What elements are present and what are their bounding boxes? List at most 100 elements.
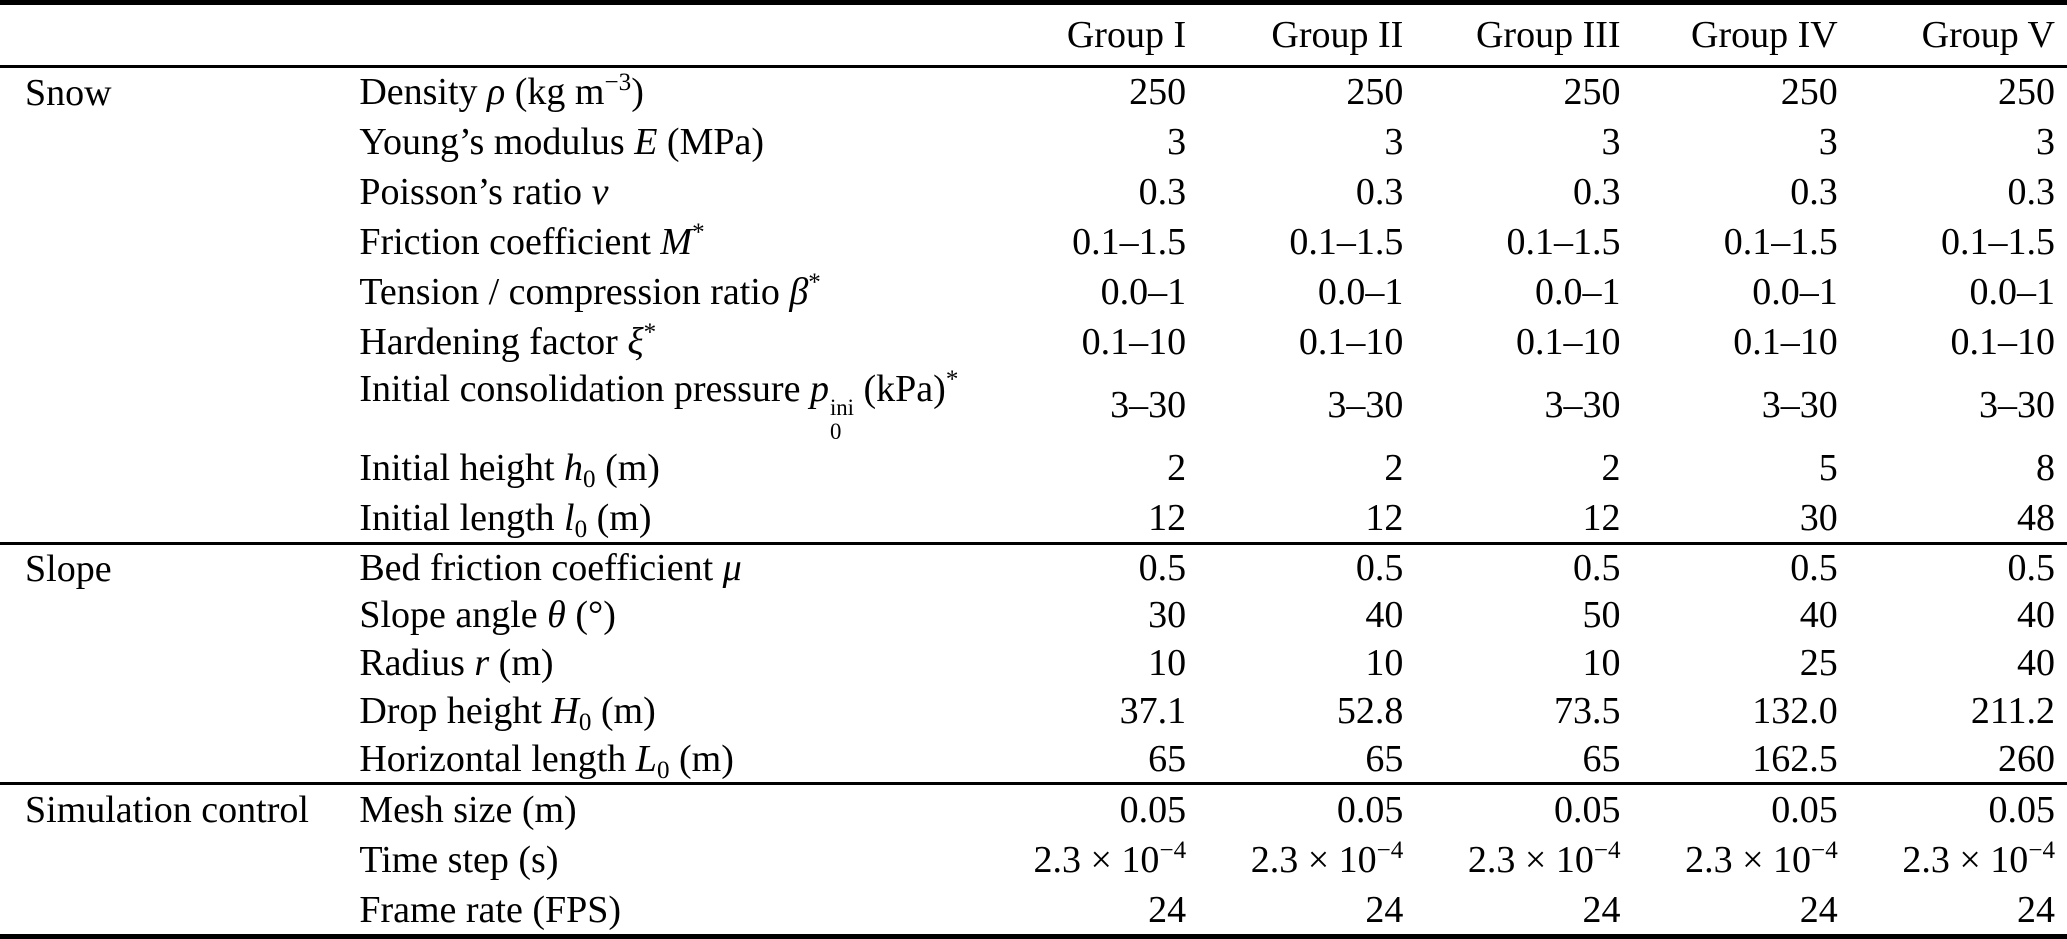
row-label: Mesh size (m) <box>335 783 981 834</box>
table-row: Tension / compression ratio β* 0.0–1 0.0–1… <box>0 267 2067 317</box>
table-row: Friction coefficient M* 0.1–1.5 0.1–1.5 0.1… <box>0 217 2067 267</box>
label-segment: Initial height <box>359 447 565 490</box>
value-cell: 250 <box>1563 71 1621 114</box>
table-row: Slope angle θ (°) 30 40 50 40 40 <box>0 591 2067 639</box>
label-segment: Initial length <box>359 496 565 539</box>
value-base: 2.3 × 10 <box>1467 838 1594 881</box>
table-row: Horizontal length L0 (m) 65 65 65 162.5 260 <box>0 735 2067 784</box>
label-segment: ρ <box>487 71 506 114</box>
stacked-supsub: ini 0 <box>829 394 855 444</box>
value-cell: 0.5 <box>2007 547 2056 590</box>
table-row: Poisson’s ratio ν 0.3 0.3 0.3 0.3 0.3 <box>0 167 2067 217</box>
value-cell: 2.3 × 10−4 <box>1850 834 2067 885</box>
value-cell: 50 <box>1582 594 1621 637</box>
value-cell: 10 <box>1148 642 1187 685</box>
value-cell: 12 <box>1365 496 1404 539</box>
value-cell: 0.5 <box>1138 547 1187 590</box>
value-cell: 250 <box>1998 71 2055 114</box>
label-segment: H <box>551 690 579 733</box>
row-label: Initial height h0 (m) <box>335 443 981 493</box>
row-label: Young’s modulus E (MPa) <box>335 117 981 167</box>
value-cell: 0.0–1 <box>1969 270 2056 313</box>
table-row: Initial height h0 (m) 2 2 2 5 8 <box>0 443 2067 493</box>
section-label: Simulation control <box>25 788 309 831</box>
label-segment: ν <box>591 170 609 213</box>
table-row: Time step (s) 2.3 × 10−4 2.3 × 10−4 2.3 × 1… <box>0 834 2067 885</box>
row-label: Initial length l0 (m) <box>335 493 981 543</box>
header-row: Group I Group II Group III Group IV Group V <box>0 3 2067 67</box>
table-row: Simulation control Mesh size (m) 0.05 0.05 0… <box>0 783 2067 834</box>
section-slope: Slope Bed friction coefficient μ 0.5 0.5 0.5… <box>0 543 2067 784</box>
label-segment: (MPa) <box>657 120 765 163</box>
value-cell: 0.3 <box>2007 170 2056 213</box>
value-cell: 2 <box>1167 447 1187 490</box>
table-row: Radius r (m) 10 10 10 25 40 <box>0 639 2067 687</box>
value-cell: 3 <box>1818 120 1838 163</box>
row-label: Tension / compression ratio β* <box>335 267 981 317</box>
value-cell: 250 <box>1346 71 1404 114</box>
value-cell: 40 <box>1799 594 1838 637</box>
value-cell: 0.05 <box>1336 788 1404 831</box>
value-cell: 0.05 <box>1119 788 1187 831</box>
stack-sup: ini <box>829 394 855 420</box>
label-segment: (kg m <box>505 71 605 114</box>
label-segment: l <box>564 496 575 539</box>
row-label: Slope angle θ (°) <box>335 591 981 639</box>
label-segment: −3 <box>604 69 632 97</box>
value-cell: 52.8 <box>1336 690 1404 733</box>
value-cell: 3 <box>1601 120 1621 163</box>
header-spacer-section <box>0 3 335 67</box>
table-row: Slope Bed friction coefficient μ 0.5 0.5 0.5… <box>0 543 2067 591</box>
value-cell: 0.1–1.5 <box>1941 220 2055 263</box>
label-segment: Initial consolidation pressure <box>359 367 810 410</box>
value-cell: 65 <box>1148 737 1187 780</box>
label-segment: (°) <box>565 594 616 637</box>
value-exponent: −4 <box>1159 837 1187 865</box>
value-cell: 2 <box>1384 447 1404 490</box>
value-cell: 40 <box>2017 642 2055 685</box>
value-cell: 10 <box>1582 642 1621 685</box>
label-segment: r <box>474 642 490 685</box>
column-header-group: Group III <box>1475 14 1621 56</box>
label-segment: * <box>808 268 821 296</box>
value-cell: 65 <box>1582 737 1621 780</box>
value-cell: 3–30 <box>1110 383 1187 426</box>
value-cell: 0.1–10 <box>1081 320 1187 363</box>
value-cell: 0.3 <box>1355 170 1404 213</box>
label-segment: M <box>660 220 693 263</box>
label-segment: h <box>564 447 584 490</box>
value-cell: 0.3 <box>1573 170 1621 213</box>
table-row: Initial length l0 (m) 12 12 12 30 48 <box>0 493 2067 543</box>
label-segment: ) <box>631 71 644 114</box>
value-cell: 24 <box>1799 888 1838 931</box>
value-cell: 0.05 <box>1988 788 2056 831</box>
value-cell: 0.0–1 <box>1317 270 1404 313</box>
value-cell: 24 <box>1148 888 1187 931</box>
value-cell: 3 <box>1384 120 1404 163</box>
value-cell: 3–30 <box>1979 383 2055 426</box>
label-segment: * <box>643 318 657 346</box>
table-header: Group I Group II Group III Group IV Group V <box>0 3 2067 67</box>
table-row: Frame rate (FPS) 24 24 24 24 24 <box>0 885 2067 936</box>
label-segment: 0 <box>583 466 596 494</box>
label-segment: Radius <box>359 642 475 685</box>
value-cell: 12 <box>1148 496 1187 539</box>
value-cell: 0.05 <box>1554 788 1621 831</box>
value-base: 2.3 × 10 <box>1685 838 1812 881</box>
value-cell: 0.0–1 <box>1100 270 1187 313</box>
label-segment: (m) <box>591 690 656 733</box>
row-label: Density ρ (kg m−3) <box>335 67 981 117</box>
label-segment: Tension / compression ratio <box>359 270 790 313</box>
label-segment: (m) <box>595 447 660 490</box>
value-cell: 0.1–10 <box>1950 320 2056 363</box>
column-header-group: Group I <box>1066 14 1187 56</box>
label-segment: Time step (s) <box>359 838 559 881</box>
value-cell: 3 <box>2036 120 2055 163</box>
value-cell: 0.3 <box>1138 170 1187 213</box>
value-cell: 3–30 <box>1761 383 1838 426</box>
label-segment: β <box>789 270 809 313</box>
table-row: Hardening factor ξ* 0.1–10 0.1–10 0.1–10 0.1… <box>0 317 2067 367</box>
value-cell: 250 <box>1780 71 1838 114</box>
value-cell: 0.0–1 <box>1535 270 1621 313</box>
value-cell: 250 <box>1129 71 1187 114</box>
